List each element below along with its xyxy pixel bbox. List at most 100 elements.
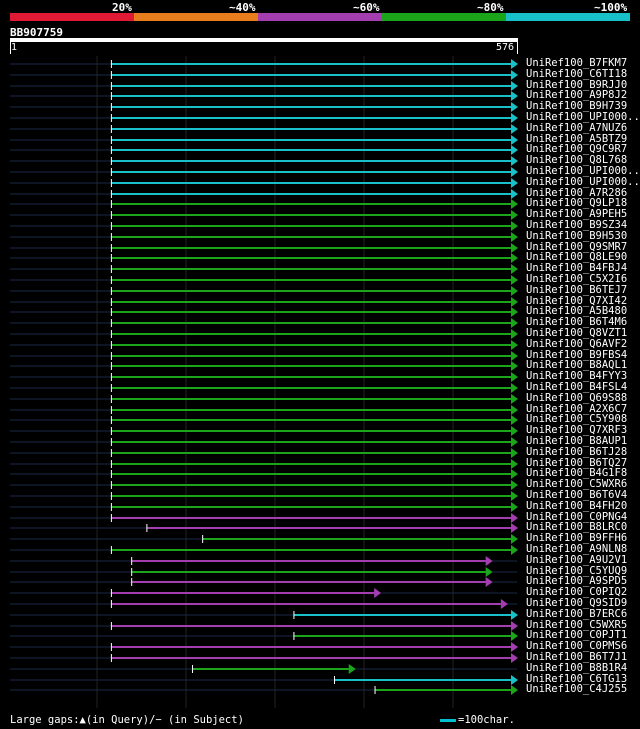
hit-label[interactable]: UniRef100_B9SZ34: [526, 219, 628, 231]
hit-end-arrow: [511, 189, 518, 199]
hit-end-arrow: [511, 685, 518, 695]
hit-end-arrow: [511, 145, 518, 155]
hit-label[interactable]: UniRef100_B9RJJ0: [526, 79, 628, 91]
hit-end-arrow: [374, 588, 382, 598]
hit-label[interactable]: UniRef100_C6TG13: [526, 673, 628, 685]
hit-end-arrow: [511, 675, 518, 685]
hit-label[interactable]: UniRef100_B6TJ28: [526, 446, 628, 458]
hit-label[interactable]: UniRef100_Q9LP18: [526, 197, 628, 209]
hit-label[interactable]: UniRef100_B9FBS4: [526, 349, 628, 361]
hit-label[interactable]: UniRef100_UPI000..: [526, 111, 640, 123]
hit-label[interactable]: UniRef100_B6T6V4: [526, 489, 628, 501]
hit-label[interactable]: UniRef100_A7R286: [526, 187, 628, 199]
color-segment-orange: [134, 13, 258, 21]
hit-label[interactable]: UniRef100_C5WXR5: [526, 619, 628, 631]
hit-label[interactable]: UniRef100_B9FFH6: [526, 532, 628, 544]
hit-label[interactable]: UniRef100_C0PMS6: [526, 640, 628, 652]
hit-end-arrow: [485, 577, 493, 587]
hit-label[interactable]: UniRef100_C0PJT1: [526, 629, 628, 641]
hit-label[interactable]: UniRef100_B9H530: [526, 230, 628, 242]
hit-label[interactable]: UniRef100_B8AUP1: [526, 435, 628, 447]
hit-label[interactable]: UniRef100_B6TEJ7: [526, 284, 628, 296]
hit-end-arrow: [511, 113, 518, 123]
hit-end-arrow: [511, 523, 518, 533]
scale-bar: [440, 719, 456, 722]
hit-label[interactable]: UniRef100_Q6AVF2: [526, 338, 628, 350]
hit-label[interactable]: UniRef100_Q9C9R7: [526, 143, 628, 155]
hit-label[interactable]: UniRef100_A9SPD5: [526, 575, 628, 587]
hit-end-arrow: [511, 631, 518, 641]
color-segment-purple: [258, 13, 382, 21]
hit-end-arrow: [511, 459, 518, 469]
scale-label: =100char.: [436, 714, 515, 726]
hit-end-arrow: [511, 545, 518, 555]
hit-label[interactable]: UniRef100_A2X6C7: [526, 403, 628, 415]
hit-label[interactable]: UniRef100_Q69S88: [526, 392, 628, 404]
hit-label[interactable]: UniRef100_B4G1F8: [526, 467, 628, 479]
hit-label[interactable]: UniRef100_A9NLN8: [526, 543, 628, 555]
hit-label[interactable]: UniRef100_Q9SID9: [526, 597, 628, 609]
hit-label[interactable]: UniRef100_C6TI18: [526, 68, 628, 80]
hit-label[interactable]: UniRef100_B8AQL1: [526, 359, 628, 371]
hit-label[interactable]: UniRef100_Q8LE90: [526, 251, 628, 263]
hit-label[interactable]: UniRef100_A5B480: [526, 305, 628, 317]
hit-end-arrow: [511, 221, 518, 231]
hit-label[interactable]: UniRef100_Q8VZT1: [526, 327, 628, 339]
hit-end-arrow: [511, 232, 518, 242]
hit-end-arrow: [511, 621, 518, 631]
hit-label[interactable]: UniRef100_UPI000..: [526, 165, 640, 177]
hit-label[interactable]: UniRef100_B7ERC6: [526, 608, 628, 620]
hit-label[interactable]: UniRef100_C5YUQ9: [526, 565, 628, 577]
hit-label[interactable]: UniRef100_B8B1R4: [526, 662, 628, 674]
hit-end-arrow: [511, 394, 518, 404]
hit-end-arrow: [511, 70, 518, 80]
hit-end-arrow: [511, 210, 518, 220]
hit-label[interactable]: UniRef100_C0PIQ2: [526, 586, 628, 598]
hit-label[interactable]: UniRef100_A9P8J2: [526, 89, 628, 101]
legend-label-80: ~80%: [477, 1, 504, 14]
query-end-tick: [517, 42, 518, 54]
hit-end-arrow: [511, 297, 518, 307]
hit-label[interactable]: UniRef100_B4FH20: [526, 500, 628, 512]
hit-label[interactable]: UniRef100_B7FKM7: [526, 57, 628, 69]
hit-label[interactable]: UniRef100_B9H739: [526, 100, 628, 112]
hit-end-arrow: [511, 351, 518, 361]
hit-label[interactable]: UniRef100_C5Y908: [526, 413, 628, 425]
hit-end-arrow: [511, 102, 518, 112]
hit-label[interactable]: UniRef100_B6T7J1: [526, 651, 628, 663]
query-start: 1: [11, 42, 18, 53]
hit-end-arrow: [511, 318, 518, 328]
hit-end-arrow: [511, 437, 518, 447]
hit-label[interactable]: UniRef100_C4J255: [526, 683, 628, 695]
color-segment-green: [382, 13, 506, 21]
hit-label[interactable]: UniRef100_Q9SMR7: [526, 241, 628, 253]
hit-label[interactable]: UniRef100_A7NUZ6: [526, 122, 628, 134]
hit-label[interactable]: UniRef100_A9U2V1: [526, 554, 628, 566]
hit-label[interactable]: UniRef100_Q8L768: [526, 154, 628, 166]
hit-end-arrow: [511, 59, 518, 69]
hit-label[interactable]: UniRef100_C0PNG4: [526, 511, 628, 523]
hit-end-arrow: [511, 610, 518, 620]
hit-label[interactable]: UniRef100_B4FYY3: [526, 370, 628, 382]
hit-end-arrow: [511, 253, 518, 263]
hit-end-arrow: [511, 135, 518, 145]
hit-label[interactable]: UniRef100_B4FSL4: [526, 381, 628, 393]
identity-color-bar: [10, 13, 630, 21]
hit-label[interactable]: UniRef100_C5WXR6: [526, 478, 628, 490]
hit-label[interactable]: UniRef100_Q7XI42: [526, 295, 628, 307]
hit-label[interactable]: UniRef100_Q7XRF3: [526, 424, 628, 436]
hit-end-arrow: [511, 415, 518, 425]
hit-label[interactable]: UniRef100_B6TQ27: [526, 457, 628, 469]
hit-label[interactable]: UniRef100_A5BTZ9: [526, 133, 628, 145]
hit-end-arrow: [511, 275, 518, 285]
hit-end-arrow: [511, 199, 518, 209]
hit-label[interactable]: UniRef100_A9PEH5: [526, 208, 628, 220]
hit-end-arrow: [511, 502, 518, 512]
hit-label[interactable]: UniRef100_B6T4M6: [526, 316, 628, 328]
hit-label[interactable]: UniRef100_B8LRC0: [526, 521, 628, 533]
hit-label[interactable]: UniRef100_B4FBJ4: [526, 262, 628, 274]
hit-label[interactable]: UniRef100_C5X2I6: [526, 273, 628, 285]
hit-end-arrow: [511, 329, 518, 339]
hit-end-arrow: [511, 491, 518, 501]
hit-label[interactable]: UniRef100_UPI000..: [526, 176, 640, 188]
